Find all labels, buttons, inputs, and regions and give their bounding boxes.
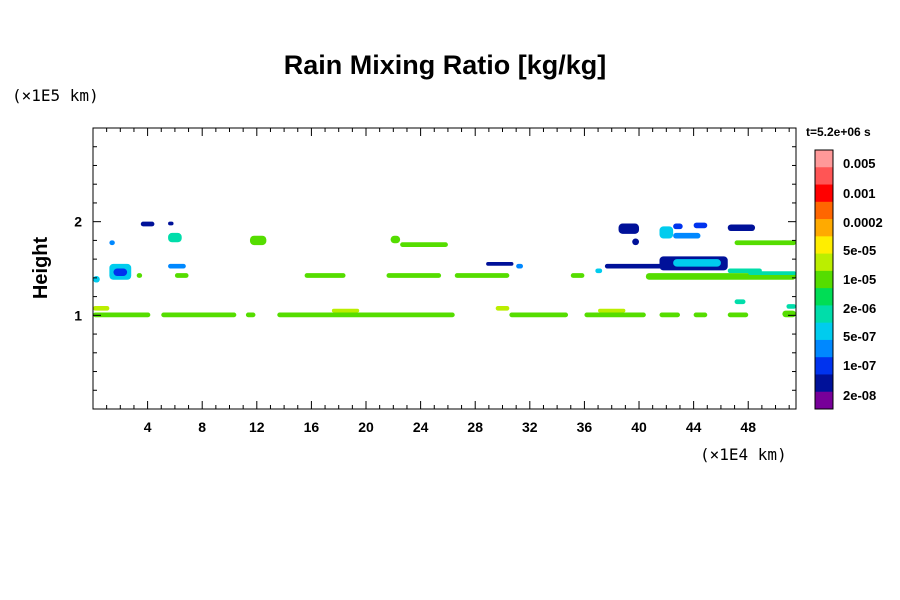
contour-region bbox=[93, 305, 110, 311]
colorbar-swatch bbox=[815, 236, 833, 255]
colorbar-frame bbox=[814, 149, 834, 410]
x-tick-label: 20 bbox=[358, 419, 374, 435]
colorbar-swatch bbox=[815, 219, 833, 237]
x-tick-label: 16 bbox=[304, 419, 320, 435]
contour-region bbox=[618, 223, 640, 234]
y-axis-label: Height bbox=[30, 237, 52, 300]
contour-region bbox=[386, 273, 442, 278]
contour-region bbox=[400, 242, 448, 247]
colorbar-swatch bbox=[815, 150, 833, 168]
contour-regions bbox=[93, 221, 796, 318]
contour-region bbox=[140, 221, 155, 227]
contour-region bbox=[598, 308, 626, 313]
contour-region bbox=[93, 312, 151, 318]
contour-region bbox=[109, 240, 115, 246]
colorbar-swatch bbox=[815, 305, 833, 324]
contour-region bbox=[727, 312, 749, 318]
y-tick-label: 2 bbox=[74, 214, 82, 230]
colorbar-label: 5e-07 bbox=[843, 329, 876, 344]
x-tick-label: 28 bbox=[467, 419, 483, 435]
x-tick-label: 24 bbox=[413, 419, 429, 435]
plot-frame bbox=[92, 127, 797, 410]
y-tick-label: 1 bbox=[74, 307, 82, 323]
colorbar-swatch bbox=[815, 288, 833, 306]
x-tick-label: 48 bbox=[740, 419, 756, 435]
colorbar-swatch bbox=[815, 357, 833, 375]
contour-region bbox=[161, 312, 237, 318]
colorbar-label: 0.001 bbox=[843, 186, 876, 201]
contour-region bbox=[249, 235, 267, 246]
y-axis-ticks: 12 bbox=[74, 146, 796, 391]
colorbar-swatch bbox=[815, 167, 833, 186]
contour-region bbox=[782, 310, 796, 318]
contour-region bbox=[727, 224, 756, 232]
contour-region bbox=[93, 275, 100, 283]
contour-region bbox=[693, 222, 708, 229]
colorbar-swatch bbox=[815, 374, 833, 393]
x-tick-label: 40 bbox=[631, 419, 647, 435]
contour-region bbox=[786, 304, 796, 309]
contour-region bbox=[595, 268, 603, 274]
x-axis-ticks: 4 8 12 16 20 24 28 32 36 40 44 48 bbox=[106, 128, 790, 435]
contour-region bbox=[304, 273, 346, 278]
contour-region bbox=[604, 263, 674, 269]
x-tick-label: 32 bbox=[522, 419, 538, 435]
contour-region bbox=[245, 312, 256, 318]
colorbar-label: 2e-06 bbox=[843, 301, 876, 316]
colorbar-label: 0.005 bbox=[843, 156, 876, 171]
chart-title: Rain Mixing Ratio [kg/kg] bbox=[284, 50, 607, 80]
contour-region bbox=[693, 312, 708, 318]
contour-region bbox=[174, 273, 189, 278]
contour-region bbox=[136, 273, 143, 278]
colorbar-label: 1e-07 bbox=[843, 358, 876, 373]
colorbar: 0.005 0.001 0.0002 5e-05 1e-05 2e-06 5e-07 1e-0… bbox=[814, 149, 883, 410]
y-axis-unit: (×1E5 km) bbox=[12, 86, 99, 105]
contour-region bbox=[390, 235, 401, 244]
x-tick-label: 36 bbox=[577, 419, 593, 435]
colorbar-label: 2e-08 bbox=[843, 388, 876, 403]
x-tick-label: 44 bbox=[686, 419, 702, 435]
plot-area: 4 8 12 16 20 24 28 32 36 40 44 48 12 bbox=[74, 127, 797, 435]
contour-region bbox=[277, 312, 455, 318]
x-tick-label: 12 bbox=[249, 419, 265, 435]
contour-region bbox=[168, 232, 182, 243]
contour-region bbox=[659, 226, 674, 239]
contour-region bbox=[659, 312, 680, 318]
contour-region bbox=[509, 312, 569, 318]
contour-region bbox=[168, 221, 174, 226]
colorbar-swatch bbox=[815, 253, 833, 272]
contour-region bbox=[331, 308, 360, 313]
colorbar-swatch bbox=[815, 201, 833, 220]
colorbar-swatch bbox=[815, 322, 833, 341]
contour-region bbox=[673, 232, 701, 239]
x-tick-label: 8 bbox=[198, 419, 206, 435]
colorbar-label: 1e-05 bbox=[843, 272, 876, 287]
contour-region bbox=[734, 299, 746, 305]
contour-region bbox=[454, 273, 510, 278]
contour-region bbox=[495, 305, 510, 311]
x-tick-label: 4 bbox=[144, 419, 152, 435]
contour-region bbox=[748, 271, 796, 276]
contour-region bbox=[584, 312, 646, 318]
colorbar-swatch bbox=[815, 391, 833, 410]
contour-region bbox=[113, 268, 128, 276]
contour-region bbox=[486, 261, 514, 266]
contour-region bbox=[570, 273, 585, 278]
colorbar-swatch bbox=[815, 339, 833, 358]
colorbar-swatch bbox=[815, 270, 833, 289]
x-axis-unit: (×1E4 km) bbox=[700, 445, 787, 464]
contour-region bbox=[168, 263, 186, 269]
contour-region bbox=[673, 259, 721, 267]
contour-region bbox=[516, 263, 523, 269]
colorbar-label: 0.0002 bbox=[843, 215, 883, 230]
contour-region bbox=[632, 238, 640, 246]
contour-region bbox=[673, 223, 683, 230]
time-label: t=5.2e+06 s bbox=[806, 125, 871, 139]
colorbar-label: 5e-05 bbox=[843, 243, 876, 258]
contour-region bbox=[734, 240, 796, 246]
colorbar-swatch bbox=[815, 184, 833, 203]
